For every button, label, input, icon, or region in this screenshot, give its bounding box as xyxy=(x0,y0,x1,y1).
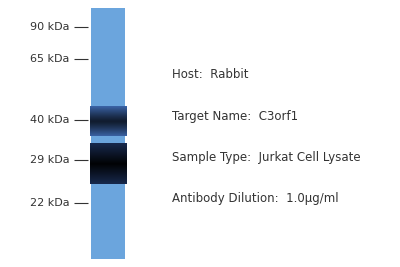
Text: 90 kDa: 90 kDa xyxy=(30,22,70,32)
Text: Antibody Dilution:  1.0μg/ml: Antibody Dilution: 1.0μg/ml xyxy=(172,193,339,205)
Text: 40 kDa: 40 kDa xyxy=(30,115,70,125)
Text: 29 kDa: 29 kDa xyxy=(30,155,70,165)
Text: 65 kDa: 65 kDa xyxy=(30,54,70,64)
Text: 22 kDa: 22 kDa xyxy=(30,198,70,208)
Text: Host:  Rabbit: Host: Rabbit xyxy=(172,68,248,81)
Text: Target Name:  C3orf1: Target Name: C3orf1 xyxy=(172,110,298,123)
Text: Sample Type:  Jurkat Cell Lysate: Sample Type: Jurkat Cell Lysate xyxy=(172,151,361,164)
